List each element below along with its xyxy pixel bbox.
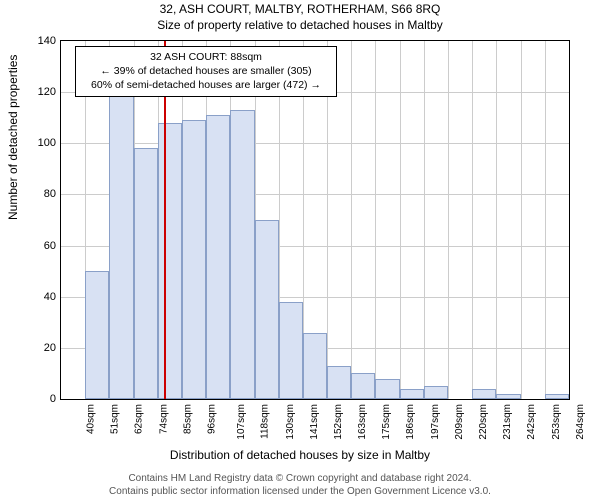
x-tick-label: 130sqm <box>285 404 296 440</box>
histogram-bar <box>400 389 424 399</box>
x-tick-label: 253sqm <box>551 404 562 440</box>
histogram-plot-area: 32 ASH COURT: 88sqm← 39% of detached hou… <box>60 40 570 400</box>
chart-subtitle: Size of property relative to detached ho… <box>0 18 600 32</box>
x-tick-label: 85sqm <box>182 404 193 434</box>
gridline-v <box>351 41 352 399</box>
histogram-bar <box>496 394 520 399</box>
histogram-bar <box>327 366 351 399</box>
histogram-bar <box>351 373 375 399</box>
y-tick-label: 100 <box>16 137 56 149</box>
gridline-v <box>424 41 425 399</box>
x-tick-label: 175sqm <box>381 404 392 440</box>
gridline-v <box>545 41 546 399</box>
histogram-bar <box>279 302 303 399</box>
y-tick-label: 80 <box>16 188 56 200</box>
annotation-line: 32 ASH COURT: 88sqm <box>80 50 332 64</box>
histogram-bar <box>472 389 496 399</box>
histogram-bar <box>85 271 109 399</box>
gridline-v <box>448 41 449 399</box>
y-tick-label: 40 <box>16 291 56 303</box>
x-tick-label: 118sqm <box>260 404 271 439</box>
x-tick-label: 242sqm <box>527 404 538 440</box>
gridline-h <box>61 143 569 144</box>
x-tick-label: 163sqm <box>357 404 368 440</box>
page-address-title: 32, ASH COURT, MALTBY, ROTHERHAM, S66 8R… <box>0 2 600 16</box>
histogram-bar <box>230 110 254 399</box>
histogram-bar <box>206 115 230 399</box>
annotation-box: 32 ASH COURT: 88sqm← 39% of detached hou… <box>75 46 337 97</box>
y-tick-label: 60 <box>16 240 56 252</box>
histogram-bar <box>109 95 133 399</box>
histogram-bar <box>545 394 569 399</box>
histogram-bar <box>182 120 206 399</box>
y-tick-label: 20 <box>16 342 56 354</box>
x-tick-label: 62sqm <box>134 404 145 434</box>
x-tick-label: 40sqm <box>86 404 97 434</box>
histogram-bar <box>375 379 399 399</box>
y-tick-label: 120 <box>16 86 56 98</box>
attribution-footer: Contains HM Land Registry data © Crown c… <box>0 473 600 498</box>
y-tick-label: 0 <box>16 393 56 405</box>
gridline-v <box>375 41 376 399</box>
annotation-line: ← 39% of detached houses are smaller (30… <box>80 64 332 78</box>
histogram-bar <box>424 386 448 399</box>
x-tick-label: 74sqm <box>158 404 169 434</box>
x-tick-label: 96sqm <box>206 404 217 434</box>
gridline-v <box>496 41 497 399</box>
footer-line-2: Contains public sector information licen… <box>0 486 600 499</box>
gridline-v <box>521 41 522 399</box>
x-tick-label: 231sqm <box>502 404 513 440</box>
x-tick-label: 51sqm <box>110 404 121 434</box>
gridline-v <box>472 41 473 399</box>
y-tick-label: 140 <box>16 35 56 47</box>
histogram-bar <box>303 333 327 399</box>
x-tick-label: 197sqm <box>430 404 441 440</box>
gridline-v <box>400 41 401 399</box>
annotation-line: 60% of semi-detached houses are larger (… <box>80 78 332 92</box>
histogram-bar <box>255 220 279 399</box>
x-tick-label: 107sqm <box>236 404 247 440</box>
x-tick-label: 141sqm <box>309 404 320 440</box>
x-tick-label: 220sqm <box>478 404 489 440</box>
x-axis-label: Distribution of detached houses by size … <box>0 448 600 462</box>
footer-line-1: Contains HM Land Registry data © Crown c… <box>0 473 600 486</box>
histogram-bar <box>158 123 182 399</box>
x-tick-label: 186sqm <box>406 404 417 440</box>
histogram-bar <box>134 148 158 399</box>
x-tick-label: 264sqm <box>575 404 586 440</box>
x-tick-label: 209sqm <box>454 404 465 440</box>
x-tick-label: 152sqm <box>333 404 344 440</box>
